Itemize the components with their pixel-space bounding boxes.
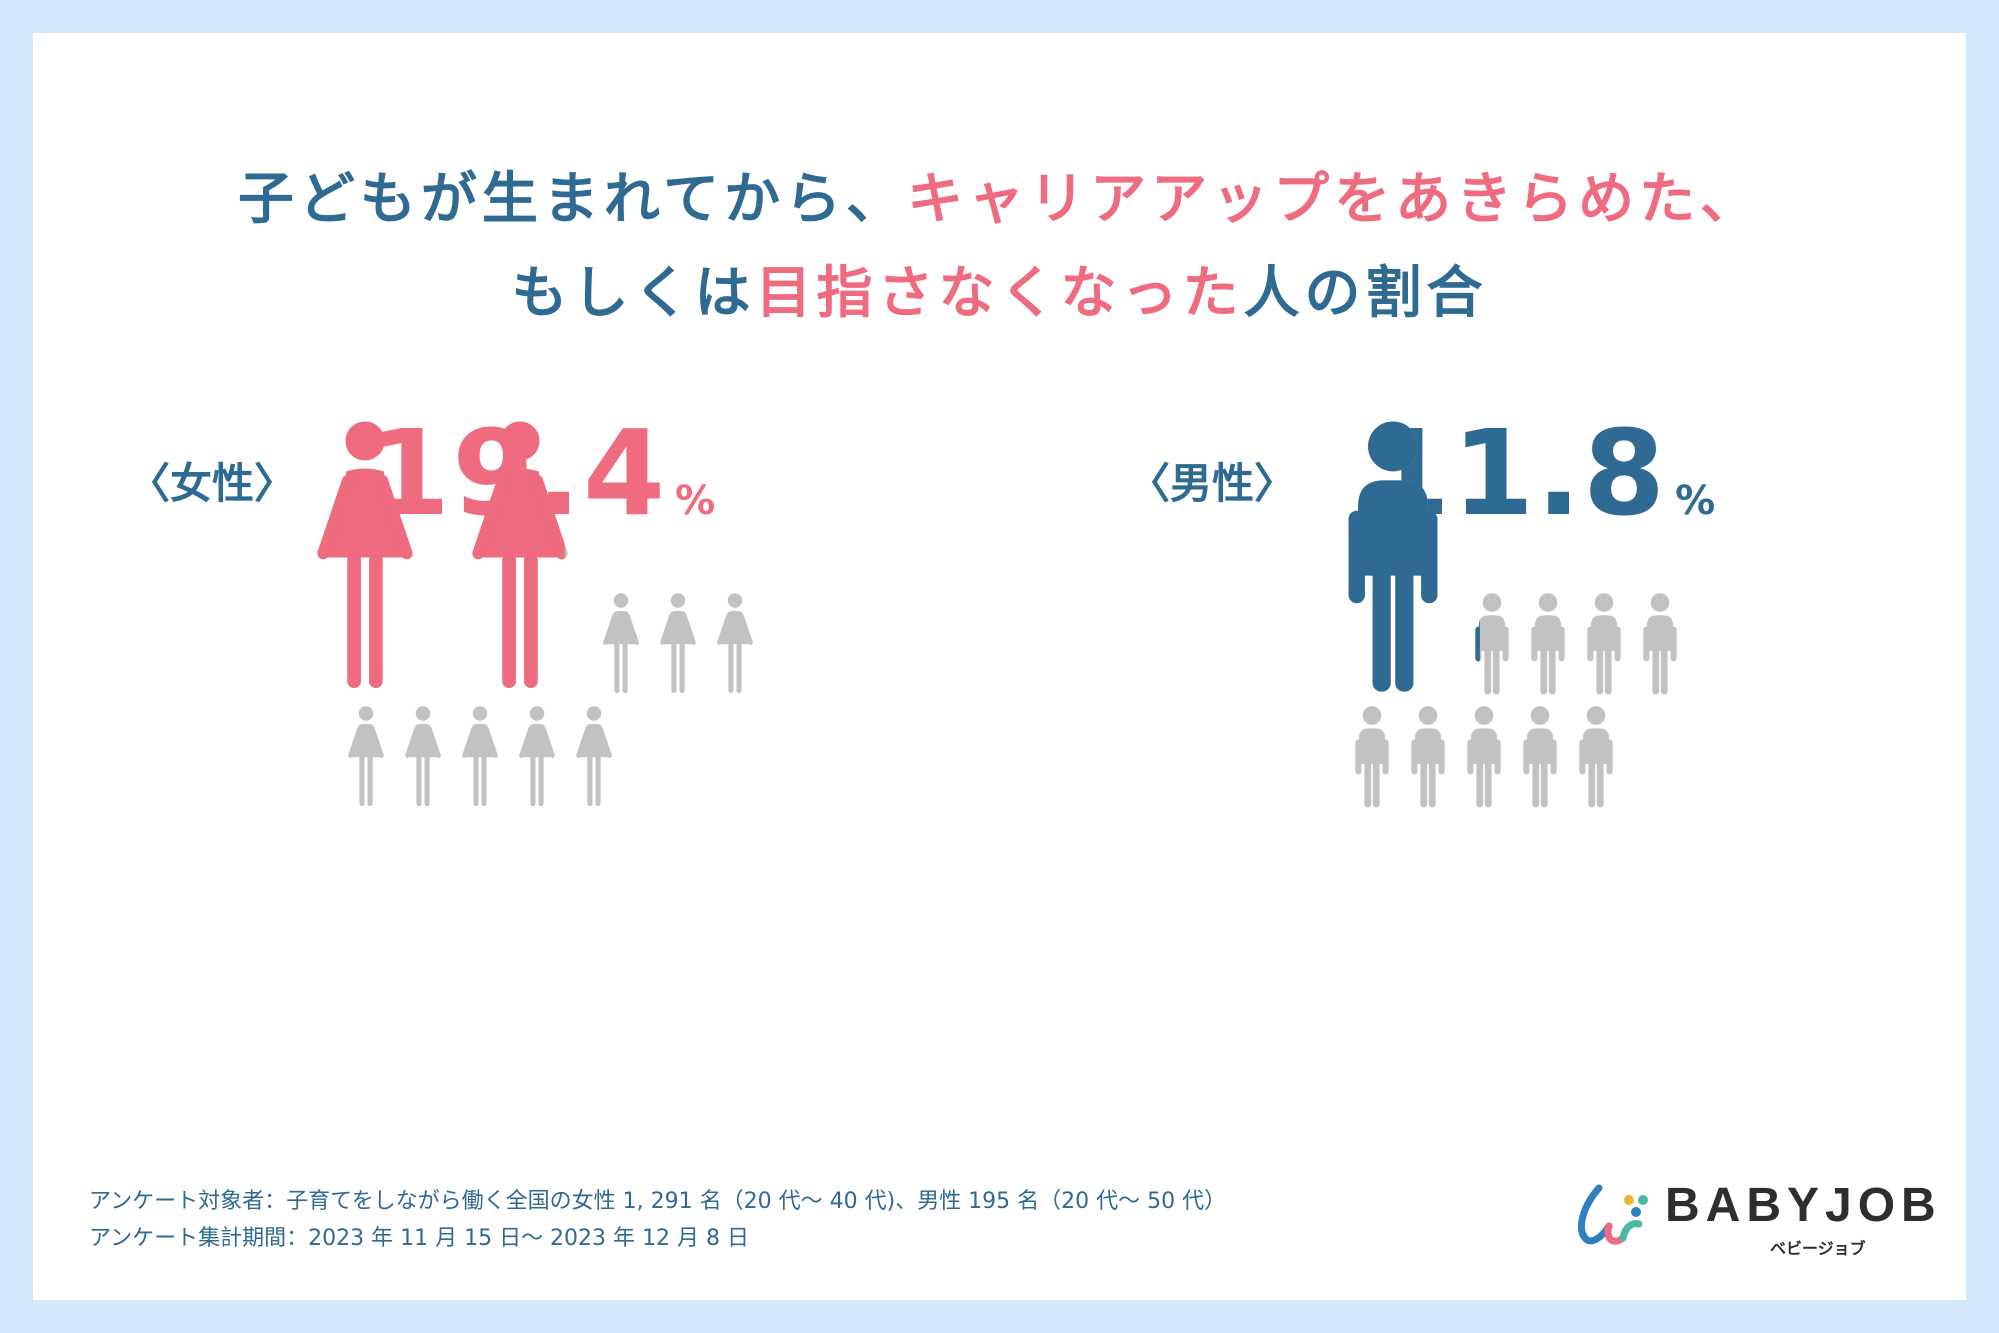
female-person-icon	[405, 706, 441, 807]
male-label: 〈男性〉	[1128, 459, 1297, 508]
title-text: 人の割合	[1243, 261, 1488, 326]
male-person-icon	[1523, 706, 1557, 808]
female-person-icon	[576, 706, 612, 807]
male-person-icon	[1475, 593, 1509, 695]
male-person-icon	[1355, 706, 1389, 808]
female-person-icon	[660, 593, 696, 694]
title-text: 子どもが生まれてから、	[237, 167, 908, 232]
female-person-icon	[317, 421, 413, 689]
percent-unit: %	[1675, 478, 1716, 524]
female-person-icon	[603, 593, 639, 694]
male-person-icon	[1531, 593, 1565, 695]
title-line-1: 子どもが生まれてから、キャリアアップをあきらめた、	[33, 153, 1966, 247]
male-person-icon	[1467, 706, 1501, 808]
female-person-icon	[348, 706, 384, 807]
male-person-icon	[1348, 421, 1438, 692]
male-person-icon	[1411, 706, 1445, 808]
female-person-icon	[519, 706, 555, 807]
title-text: もしくは	[511, 261, 756, 326]
female-person-icon	[462, 706, 498, 807]
logo-mark-icon	[1578, 1184, 1648, 1245]
title-line-2: もしくは目指さなくなった人の割合	[33, 247, 1966, 341]
female-person-icon	[472, 421, 568, 689]
male-person-icon	[1579, 706, 1613, 808]
babyjob-logo: BABYJOB ベビージョブ	[1565, 1178, 1936, 1268]
survey-period: アンケート集計期間：2023 年 11 月 15 日～ 2023 年 12 月 …	[89, 1226, 750, 1251]
survey-target: アンケート対象者：子育てをしながら働く全国の女性 1, 291 名（20 代～ …	[89, 1189, 1227, 1214]
female-label: 〈女性〉	[128, 459, 297, 508]
title: 子どもが生まれてから、キャリアアップをあきらめた、 もしくは目指さなくなった人の…	[33, 153, 1966, 341]
survey-notes: アンケート対象者：子育てをしながら働く全国の女性 1, 291 名（20 代～ …	[89, 1183, 1226, 1257]
logo-subtext: ベビージョブ	[1770, 1239, 1866, 1258]
female-person-icon	[717, 593, 753, 694]
title-highlight: 目指さなくなった	[755, 261, 1244, 326]
male-person-icon	[1587, 593, 1621, 695]
male-person-icon	[1643, 593, 1677, 695]
logo-text: BABYJOB	[1665, 1179, 1942, 1232]
infographic-card: 子どもが生まれてから、キャリアアップをあきらめた、 もしくは目指さなくなった人の…	[33, 33, 1966, 1300]
percent-unit: %	[675, 478, 716, 524]
title-highlight: キャリアアップをあきらめた、	[907, 167, 1762, 232]
